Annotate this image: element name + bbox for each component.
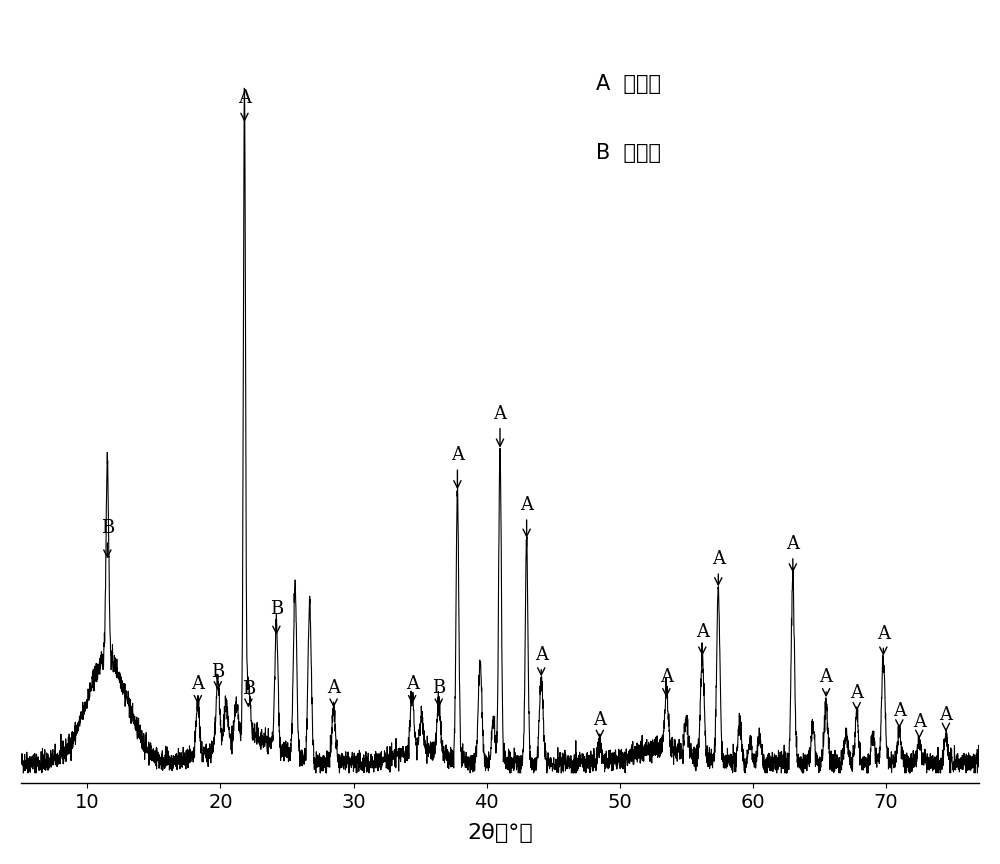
Text: A: A bbox=[593, 711, 606, 737]
Text: A: A bbox=[327, 679, 340, 706]
Text: A: A bbox=[850, 683, 863, 709]
Text: A: A bbox=[520, 497, 533, 537]
Text: A: A bbox=[893, 702, 906, 727]
Text: B: B bbox=[270, 600, 283, 633]
Text: A: A bbox=[877, 625, 890, 654]
Text: A: A bbox=[939, 706, 952, 730]
Text: A: A bbox=[406, 676, 419, 702]
Text: B: B bbox=[211, 663, 224, 689]
Text: A: A bbox=[913, 714, 926, 738]
Text: A  水铝石: A 水铝石 bbox=[596, 74, 661, 94]
Text: B: B bbox=[432, 679, 445, 706]
Text: A: A bbox=[696, 623, 709, 654]
Text: A: A bbox=[820, 668, 833, 696]
Text: A: A bbox=[660, 668, 673, 696]
Text: A: A bbox=[535, 646, 548, 675]
Text: B: B bbox=[101, 519, 114, 557]
Text: A: A bbox=[191, 676, 204, 702]
Text: A: A bbox=[238, 90, 251, 120]
X-axis label: 2θ（°）: 2θ（°） bbox=[467, 823, 533, 843]
Text: A: A bbox=[786, 535, 799, 571]
Text: A: A bbox=[712, 550, 725, 585]
Text: A: A bbox=[451, 447, 464, 488]
Text: B  高岭石: B 高岭石 bbox=[596, 143, 661, 162]
Text: B: B bbox=[242, 680, 255, 706]
Text: A: A bbox=[493, 405, 506, 447]
